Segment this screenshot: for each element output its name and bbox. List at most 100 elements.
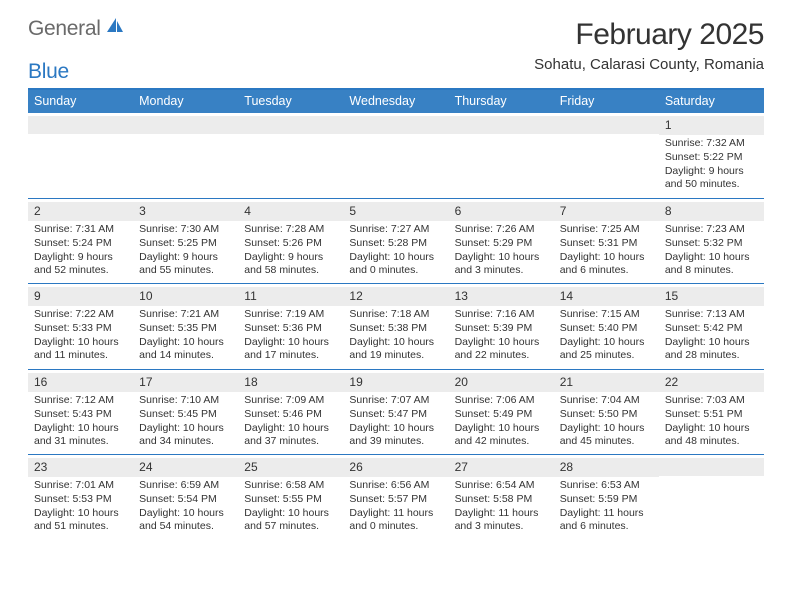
day-cell: 21Sunrise: 7:04 AMSunset: 5:50 PMDayligh… [554,370,659,455]
sunrise-line: Sunrise: 7:27 AM [349,223,444,236]
day-cell: 18Sunrise: 7:09 AMSunset: 5:46 PMDayligh… [238,370,343,455]
sunset-line: Sunset: 5:36 PM [244,322,339,335]
daylight-line: Daylight: 10 hours and 48 minutes. [665,422,760,448]
day-number: 1 [659,116,764,135]
day-cell: 22Sunrise: 7:03 AMSunset: 5:51 PMDayligh… [659,370,764,455]
sunset-line: Sunset: 5:57 PM [349,493,444,506]
sunrise-line: Sunrise: 7:25 AM [560,223,655,236]
calendar-page: General February 2025 Sohatu, Calarasi C… [0,0,792,550]
sunset-line: Sunset: 5:47 PM [349,408,444,421]
day-number: 12 [343,287,448,306]
daylight-line: Daylight: 11 hours and 6 minutes. [560,507,655,533]
daylight-line: Daylight: 10 hours and 51 minutes. [34,507,129,533]
day-cell [133,113,238,198]
day-cell [449,113,554,198]
day-cell: 26Sunrise: 6:56 AMSunset: 5:57 PMDayligh… [343,455,448,540]
day-cell: 9Sunrise: 7:22 AMSunset: 5:33 PMDaylight… [28,284,133,369]
sunrise-line: Sunrise: 7:16 AM [455,308,550,321]
sunset-line: Sunset: 5:55 PM [244,493,339,506]
sunrise-line: Sunrise: 7:28 AM [244,223,339,236]
sunrise-line: Sunrise: 7:30 AM [139,223,234,236]
daylight-line: Daylight: 10 hours and 31 minutes. [34,422,129,448]
weekday-header: Tuesday [238,90,343,113]
day-cell [343,113,448,198]
daylight-line: Daylight: 10 hours and 42 minutes. [455,422,550,448]
weekday-header-row: Sunday Monday Tuesday Wednesday Thursday… [28,90,764,113]
weekday-header: Friday [554,90,659,113]
day-cell: 2Sunrise: 7:31 AMSunset: 5:24 PMDaylight… [28,199,133,284]
sunrise-line: Sunrise: 7:15 AM [560,308,655,321]
sunrise-line: Sunrise: 7:01 AM [34,479,129,492]
day-cell [554,113,659,198]
day-number [133,116,238,134]
daylight-line: Daylight: 10 hours and 0 minutes. [349,251,444,277]
day-cell: 19Sunrise: 7:07 AMSunset: 5:47 PMDayligh… [343,370,448,455]
sunrise-line: Sunrise: 7:23 AM [665,223,760,236]
sunrise-line: Sunrise: 7:04 AM [560,394,655,407]
day-cell: 16Sunrise: 7:12 AMSunset: 5:43 PMDayligh… [28,370,133,455]
day-cell: 13 Sunrise: 7:16 AMSunset: 5:39 PMDayligh… [449,284,554,369]
weekday-header: Wednesday [343,90,448,113]
weekday-header: Thursday [449,90,554,113]
day-number [659,458,764,476]
day-number: 7 [554,202,659,221]
day-number: 5 [343,202,448,221]
day-cell: 11Sunrise: 7:19 AMSunset: 5:36 PMDayligh… [238,284,343,369]
brand-logo: General [28,18,127,39]
daylight-line: Daylight: 9 hours and 50 minutes. [665,165,760,191]
sunset-line: Sunset: 5:25 PM [139,237,234,250]
day-cell: 8Sunrise: 7:23 AMSunset: 5:32 PMDaylight… [659,199,764,284]
day-cell: 27Sunrise: 6:54 AMSunset: 5:58 PMDayligh… [449,455,554,540]
day-cell: 4Sunrise: 7:28 AMSunset: 5:26 PMDaylight… [238,199,343,284]
week-row: 9Sunrise: 7:22 AMSunset: 5:33 PMDaylight… [28,284,764,369]
daylight-line: Daylight: 10 hours and 54 minutes. [139,507,234,533]
sunrise-line: Sunrise: 6:54 AM [455,479,550,492]
day-number: 24 [133,458,238,477]
day-cell: 15Sunrise: 7:13 AMSunset: 5:42 PMDayligh… [659,284,764,369]
daylight-line: Daylight: 10 hours and 17 minutes. [244,336,339,362]
day-number: 23 [28,458,133,477]
day-number: 26 [343,458,448,477]
location-label: Sohatu, Calarasi County, Romania [534,56,764,73]
sunrise-line: Sunrise: 7:13 AM [665,308,760,321]
daylight-line: Daylight: 10 hours and 39 minutes. [349,422,444,448]
day-number: 17 [133,373,238,392]
sunset-line: Sunset: 5:40 PM [560,322,655,335]
day-number: 19 [343,373,448,392]
day-number: 10 [133,287,238,306]
day-cell: 14Sunrise: 7:15 AMSunset: 5:40 PMDayligh… [554,284,659,369]
sunset-line: Sunset: 5:31 PM [560,237,655,250]
day-number: 3 [133,202,238,221]
day-cell: 12Sunrise: 7:18 AMSunset: 5:38 PMDayligh… [343,284,448,369]
day-cell: 17Sunrise: 7:10 AMSunset: 5:45 PMDayligh… [133,370,238,455]
daylight-line: Daylight: 10 hours and 45 minutes. [560,422,655,448]
sunset-line: Sunset: 5:51 PM [665,408,760,421]
day-number [238,116,343,134]
sunrise-line: Sunrise: 7:06 AM [455,394,550,407]
day-cell: 7Sunrise: 7:25 AMSunset: 5:31 PMDaylight… [554,199,659,284]
weekday-header: Saturday [659,90,764,113]
sunset-line: Sunset: 5:43 PM [34,408,129,421]
day-number: 20 [449,373,554,392]
sunset-line: Sunset: 5:29 PM [455,237,550,250]
sunrise-line: Sunrise: 7:19 AM [244,308,339,321]
day-number [28,116,133,134]
week-row: 1Sunrise: 7:32 AMSunset: 5:22 PMDaylight… [28,113,764,198]
daylight-line: Daylight: 10 hours and 14 minutes. [139,336,234,362]
day-cell: 6Sunrise: 7:26 AMSunset: 5:29 PMDaylight… [449,199,554,284]
sunrise-line: Sunrise: 6:56 AM [349,479,444,492]
daylight-line: Daylight: 10 hours and 22 minutes. [455,336,550,362]
weekday-header: Monday [133,90,238,113]
title-block: February 2025 Sohatu, Calarasi County, R… [534,18,764,73]
sunrise-line: Sunrise: 7:31 AM [34,223,129,236]
sunset-line: Sunset: 5:39 PM [455,322,550,335]
daylight-line: Daylight: 9 hours and 55 minutes. [139,251,234,277]
daylight-line: Daylight: 10 hours and 19 minutes. [349,336,444,362]
daylight-line: Daylight: 11 hours and 3 minutes. [455,507,550,533]
daylight-line: Daylight: 9 hours and 52 minutes. [34,251,129,277]
sunset-line: Sunset: 5:45 PM [139,408,234,421]
day-number: 13 [449,287,554,306]
day-number: 4 [238,202,343,221]
sunset-line: Sunset: 5:46 PM [244,408,339,421]
daylight-line: Daylight: 10 hours and 28 minutes. [665,336,760,362]
